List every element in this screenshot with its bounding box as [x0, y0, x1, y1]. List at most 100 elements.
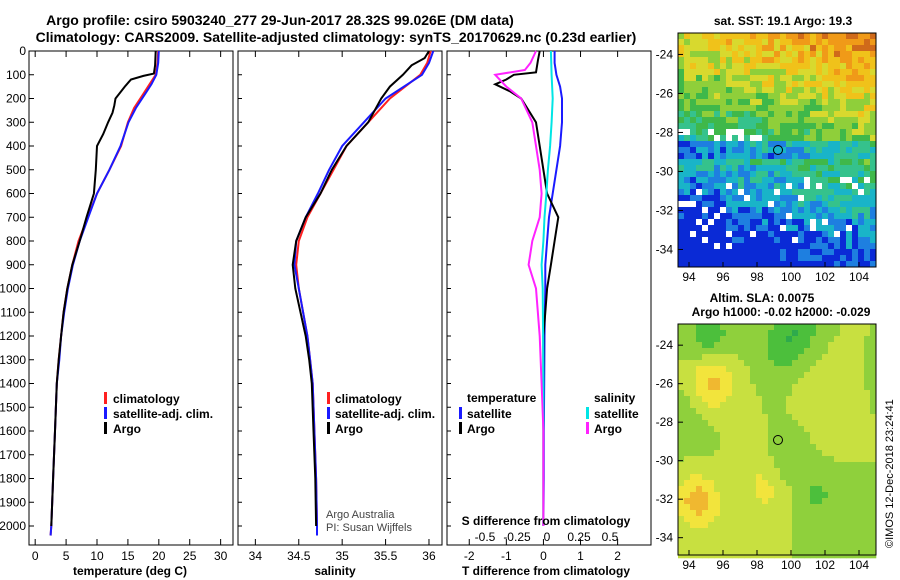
sst-cell: [846, 225, 853, 232]
x-tick-label: 15: [121, 549, 135, 563]
sst-cell: [744, 165, 751, 172]
sst-cell: [720, 201, 727, 208]
sla-cell: [798, 522, 805, 529]
sla-cell: [702, 396, 709, 403]
sla-cell: [780, 540, 787, 547]
sst-cell: [840, 69, 847, 76]
sst-cell: [846, 219, 853, 226]
sst-cell: [774, 165, 781, 172]
sst-cell: [678, 99, 685, 106]
sla-cell: [732, 486, 739, 493]
sla-cell: [684, 444, 691, 451]
sst-cell: [864, 189, 871, 196]
sla-cell: [846, 480, 853, 487]
sla-cell: [780, 420, 787, 427]
sla-cell: [804, 546, 811, 553]
sst-cell: [816, 81, 823, 88]
sst-cell: [798, 75, 805, 82]
sst-cell: [858, 147, 865, 154]
sla-cell: [756, 408, 763, 415]
sla-cell: [828, 342, 835, 349]
sst-cell: [684, 207, 691, 214]
sst-cell: [774, 201, 781, 208]
sla-cell: [714, 372, 721, 379]
sst-cell: [858, 207, 865, 214]
sla-cell: [744, 510, 751, 517]
sst-cell: [804, 183, 811, 190]
sla-cell: [690, 438, 697, 445]
sla-cell: [702, 420, 709, 427]
sst-cell: [678, 213, 685, 220]
sla-cell: [750, 396, 757, 403]
sla-cell: [780, 462, 787, 469]
sla-cell: [792, 450, 799, 457]
sst-cell: [684, 213, 691, 220]
sst-cell: [690, 171, 697, 178]
sla-cell: [870, 546, 877, 553]
sla-cell: [870, 456, 877, 463]
sst-cell: [684, 69, 691, 76]
sst-cell: [786, 183, 793, 190]
sst-cell: [762, 261, 769, 268]
sst-cell: [750, 243, 757, 250]
sla-cell: [696, 492, 703, 499]
sla-cell: [864, 492, 871, 499]
legend-satellite-label: satellite-adj. clim.: [335, 407, 435, 421]
credit-line-2: PI: Susan Wijffels: [326, 522, 412, 534]
sst-cell: [840, 249, 847, 256]
sla-cell: [804, 342, 811, 349]
sla-cell: [774, 540, 781, 547]
sst-cell: [786, 81, 793, 88]
y-tick-label: 900: [6, 258, 26, 272]
sla-cell: [714, 420, 721, 427]
sst-lon-axis: 94 96 98 100 102 104: [682, 262, 869, 284]
sla-cell: [780, 426, 787, 433]
sla-cell: [810, 384, 817, 391]
sst-cell: [828, 105, 835, 112]
sla-cell: [804, 360, 811, 367]
sla-cell: [858, 426, 865, 433]
sla-cell: [792, 504, 799, 511]
sst-cell: [834, 99, 841, 106]
sla-cell: [798, 414, 805, 421]
sst-cell: [684, 249, 691, 256]
sst-cell: [816, 51, 823, 58]
sla-cell: [870, 510, 877, 517]
sst-cell: [864, 243, 871, 250]
sla-cell: [696, 372, 703, 379]
sst-cell: [738, 123, 745, 130]
sla-cell: [780, 360, 787, 367]
sst-cell: [858, 225, 865, 232]
sla-cell: [864, 408, 871, 415]
sst-cell: [678, 135, 685, 142]
sla-cell: [864, 480, 871, 487]
sla-cell: [702, 426, 709, 433]
sst-cell: [828, 153, 835, 160]
sla-cell: [792, 366, 799, 373]
sla-cell: [744, 486, 751, 493]
sst-cell: [822, 81, 829, 88]
sla-cell: [702, 342, 709, 349]
sst-cell: [804, 33, 811, 40]
sla-cell: [720, 486, 727, 493]
sla-cell: [792, 432, 799, 439]
sst-cell: [720, 39, 727, 46]
sst-map-title: sat. SST: 19.1 Argo: 19.3: [714, 14, 853, 28]
sst-cell: [714, 63, 721, 70]
sla-cell: [720, 324, 727, 331]
sla-cell: [768, 336, 775, 343]
sla-cell: [834, 522, 841, 529]
sst-cell: [744, 99, 751, 106]
sst-cell: [822, 213, 829, 220]
sla-cell: [762, 396, 769, 403]
sst-cell: [726, 87, 733, 94]
sla-cell: [816, 462, 823, 469]
sst-cell: [744, 249, 751, 256]
sst-cell: [768, 189, 775, 196]
sla-cell: [822, 486, 829, 493]
sst-cell: [690, 57, 697, 64]
sst-cell: [756, 213, 763, 220]
sst-cell: [816, 237, 823, 244]
sla-cell: [840, 546, 847, 553]
sst-cell: [834, 243, 841, 250]
